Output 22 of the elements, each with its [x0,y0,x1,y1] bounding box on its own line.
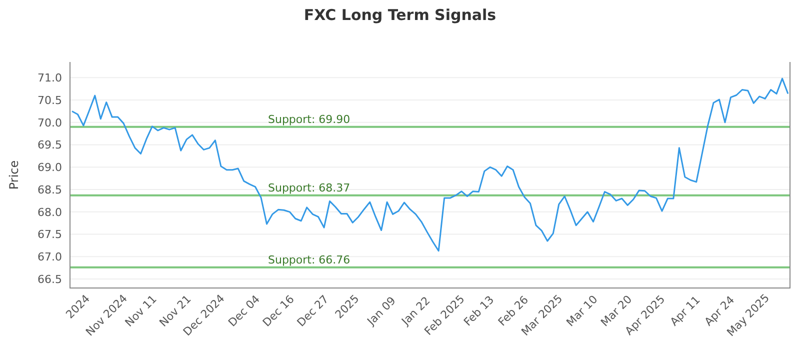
chart-title: FXC Long Term Signals [304,6,496,24]
x-tick-label: Dec 16 [260,292,297,330]
x-tick-label: Dec 04 [226,292,262,330]
line-series [71,78,789,252]
y-tick-label: 68.5 [38,183,62,196]
y-tick-label: 67.5 [38,228,62,242]
x-tick-label: Apr 11 [668,293,703,329]
y-tick-label: 69.0 [38,161,62,174]
y-tick-label: 69.5 [38,138,62,152]
x-tick-label: Jan 09 [364,294,398,328]
y-tick-label: 68.0 [38,206,62,219]
x-tick-label: Mar 10 [564,292,600,330]
x-tick-label: Dec 27 [294,292,332,330]
y-tick-label: 71.0 [38,72,62,85]
y-tick-label: 66.5 [38,272,62,286]
y-tick-label: 70.0 [38,116,62,130]
ref-line-label: Support: 69.90 [268,112,350,126]
ref-line-label: Support: 68.37 [268,181,350,194]
ref-line-label: Support: 66.76 [268,253,350,266]
y-axis-title: Price [7,160,21,190]
y-tick-label: 67.0 [38,250,62,264]
y-tick-label: 70.5 [38,94,62,107]
